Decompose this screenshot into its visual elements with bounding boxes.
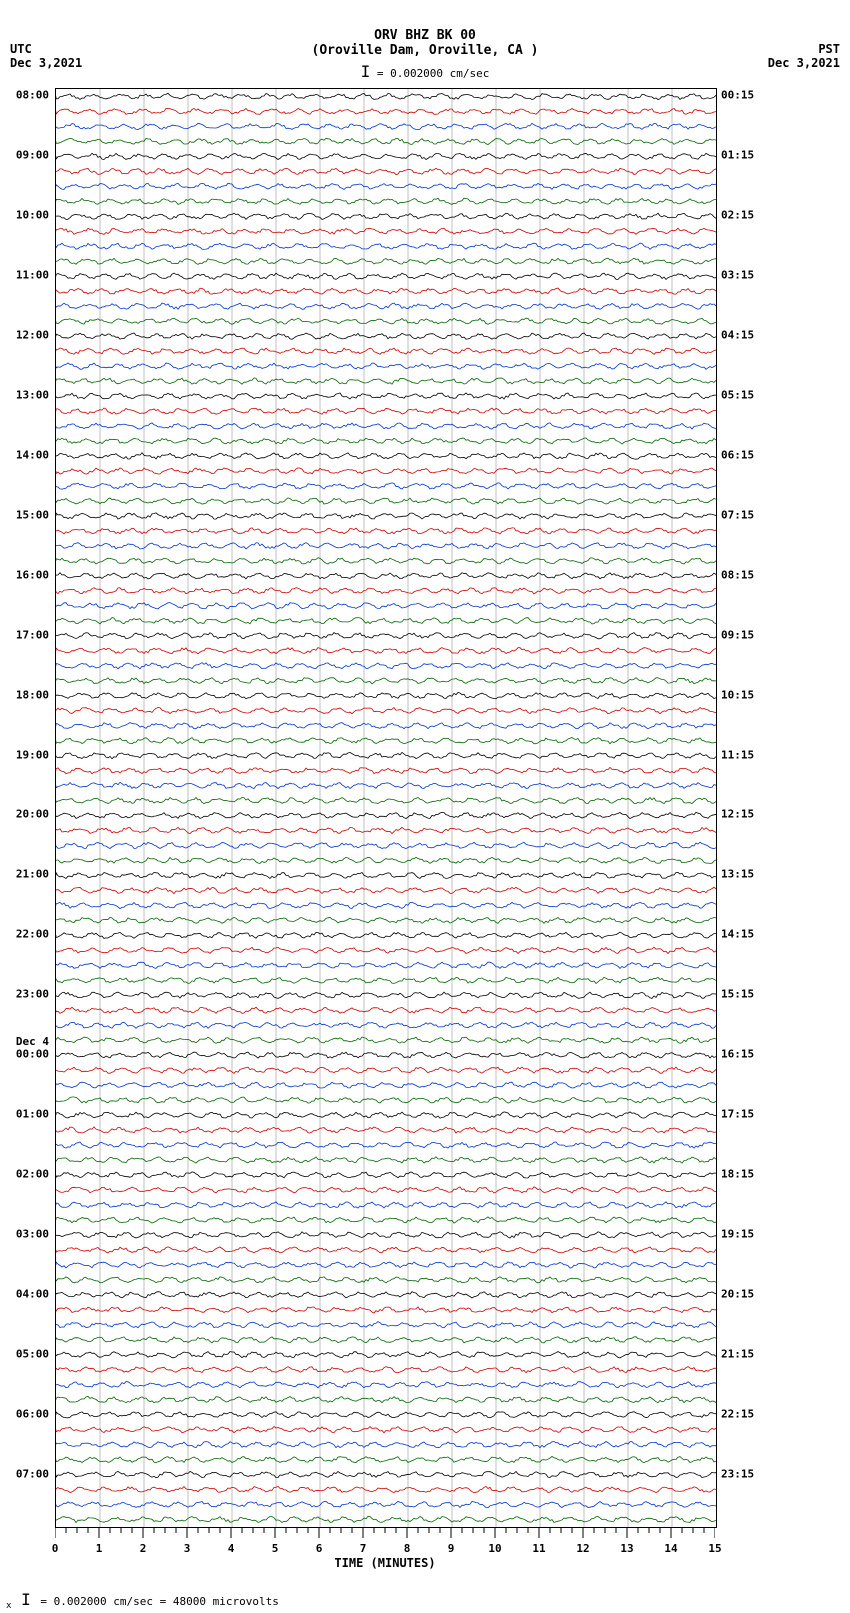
utc-hour-label: 01:00 (16, 1108, 49, 1121)
x-tick-label: 1 (96, 1542, 103, 1555)
utc-hour-label: 13:00 (16, 389, 49, 402)
utc-hour-label: 10:00 (16, 209, 49, 222)
pst-hour-label: 05:15 (721, 389, 754, 402)
utc-hour-label: 00:00 (16, 1048, 49, 1061)
x-tick-label: 15 (708, 1542, 721, 1555)
pst-hour-label: 09:15 (721, 628, 754, 641)
pst-hour-label: 23:15 (721, 1467, 754, 1480)
x-tick-label: 14 (664, 1542, 677, 1555)
pst-hour-label: 03:15 (721, 269, 754, 282)
day-marker: Dec 4 (16, 1035, 49, 1048)
x-tick-label: 8 (404, 1542, 411, 1555)
pst-hour-label: 19:15 (721, 1227, 754, 1240)
pst-hour-label: 15:15 (721, 988, 754, 1001)
pst-hour-label: 16:15 (721, 1048, 754, 1061)
utc-hour-label: 03:00 (16, 1227, 49, 1240)
pst-hour-label: 02:15 (721, 209, 754, 222)
utc-hour-label: 22:00 (16, 928, 49, 941)
x-tick-label: 9 (448, 1542, 455, 1555)
x-tick-label: 13 (620, 1542, 633, 1555)
utc-hour-label: 07:00 (16, 1467, 49, 1480)
x-tick-label: 7 (360, 1542, 367, 1555)
pst-hour-labels: 00:15 01:15 02:15 03:15 04:15 05:15 06:15 07:15… (718, 88, 768, 1526)
pst-hour-label: 08:15 (721, 568, 754, 581)
x-tick-label: 12 (576, 1542, 589, 1555)
tz-left: UTC Dec 3,2021 (10, 42, 82, 70)
utc-hour-label: 02:00 (16, 1167, 49, 1180)
utc-hour-label: 19:00 (16, 748, 49, 761)
utc-hour-label: 09:00 (16, 149, 49, 162)
utc-hour-label: 04:00 (16, 1287, 49, 1300)
utc-hour-labels: 08:00 09:00 10:00 11:00 12:00 13:00 14:00 15:00… (0, 88, 52, 1526)
utc-hour-label: 11:00 (16, 269, 49, 282)
utc-hour-label: 17:00 (16, 628, 49, 641)
pst-hour-label: 07:15 (721, 508, 754, 521)
utc-hour-label: 18:00 (16, 688, 49, 701)
x-tick-label: 6 (316, 1542, 323, 1555)
scale-indicator: I = 0.002000 cm/sec (0, 62, 850, 81)
pst-hour-label: 22:15 (721, 1407, 754, 1420)
pst-hour-label: 00:15 (721, 89, 754, 102)
utc-hour-label: 06:00 (16, 1407, 49, 1420)
pst-hour-label: 20:15 (721, 1287, 754, 1300)
pst-hour-label: 04:15 (721, 329, 754, 342)
utc-hour-label: 16:00 (16, 568, 49, 581)
station-title: ORV BHZ BK 00 (0, 0, 850, 43)
pst-hour-label: 06:15 (721, 448, 754, 461)
x-tick-label: 4 (228, 1542, 235, 1555)
utc-hour-label: 21:00 (16, 868, 49, 881)
utc-hour-label: 23:00 (16, 988, 49, 1001)
tz-right: PST Dec 3,2021 (768, 42, 840, 70)
utc-hour-label: 15:00 (16, 508, 49, 521)
x-tick-label: 0 (52, 1542, 59, 1555)
x-axis: TIME (MINUTES) 0123456789101112131415 (55, 1528, 715, 1568)
pst-hour-label: 13:15 (721, 868, 754, 881)
x-tick-label: 5 (272, 1542, 279, 1555)
utc-hour-label: 14:00 (16, 448, 49, 461)
utc-hour-label: 20:00 (16, 808, 49, 821)
utc-hour-label: 08:00 (16, 89, 49, 102)
pst-hour-label: 11:15 (721, 748, 754, 761)
pst-hour-label: 12:15 (721, 808, 754, 821)
x-tick-label: 10 (488, 1542, 501, 1555)
x-tick-label: 11 (532, 1542, 545, 1555)
pst-hour-label: 01:15 (721, 149, 754, 162)
pst-hour-label: 17:15 (721, 1108, 754, 1121)
footer-scale: x I = 0.002000 cm/sec = 48000 microvolts (6, 1590, 279, 1611)
station-subtitle: (Oroville Dam, Oroville, CA ) (0, 43, 850, 58)
seismogram-container: ORV BHZ BK 00 (Oroville Dam, Oroville, C… (0, 0, 850, 1613)
pst-hour-label: 21:15 (721, 1347, 754, 1360)
pst-hour-label: 14:15 (721, 928, 754, 941)
pst-hour-label: 10:15 (721, 688, 754, 701)
helicorder-plot (55, 88, 717, 1528)
x-tick-label: 2 (140, 1542, 147, 1555)
x-axis-title: TIME (MINUTES) (55, 1556, 715, 1570)
x-tick-label: 3 (184, 1542, 191, 1555)
utc-hour-label: 12:00 (16, 329, 49, 342)
utc-hour-label: 05:00 (16, 1347, 49, 1360)
pst-hour-label: 18:15 (721, 1167, 754, 1180)
